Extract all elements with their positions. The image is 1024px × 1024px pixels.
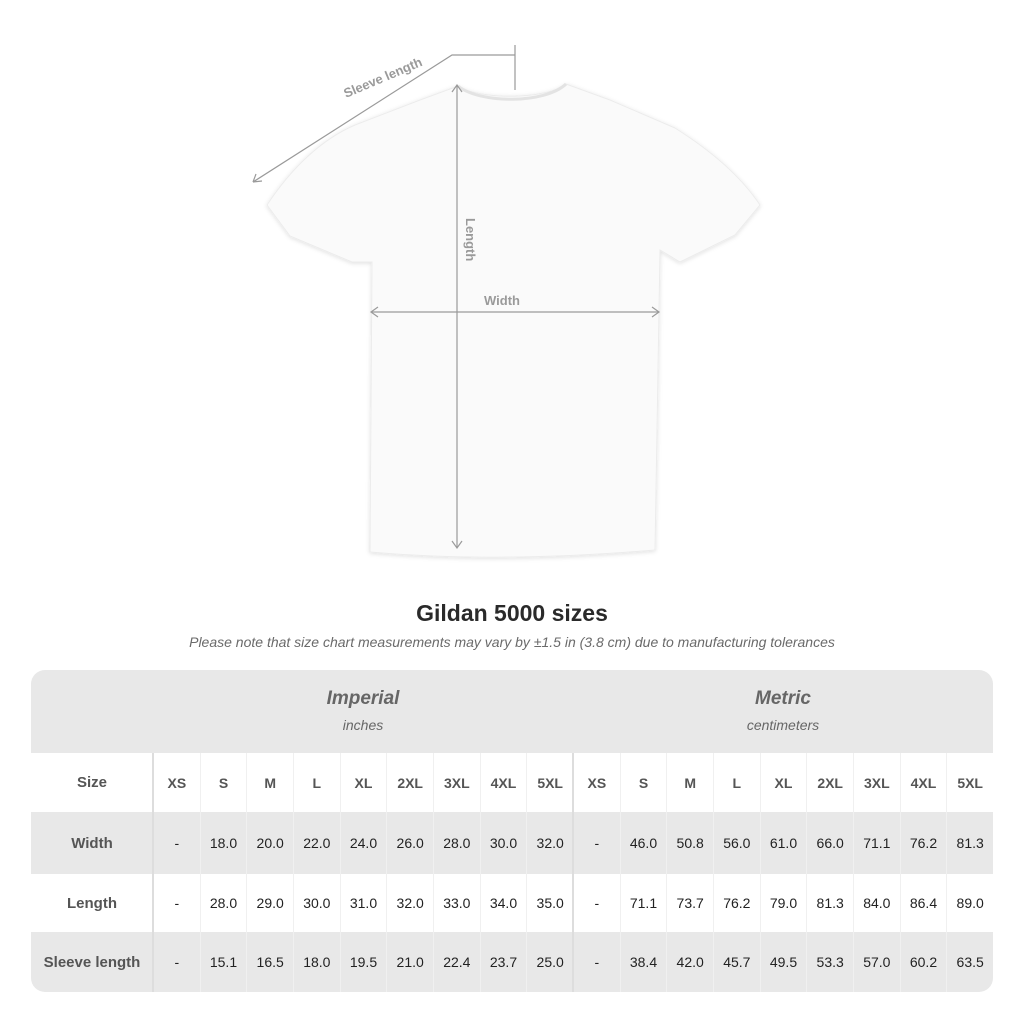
imperial-unit: inches [342,717,384,733]
metric-title: Metric [755,688,811,709]
imperial-value: 20.0 [246,812,293,874]
imperial-value: - [153,932,200,992]
metric-value: 76.2 [713,874,760,932]
metric-value: 86.4 [899,874,947,932]
row-label: Size [76,774,107,791]
imperial-title: Imperial [326,688,400,709]
metric-value: 56.0 [713,812,760,874]
imperial-value: 18.0 [293,932,340,992]
imperial-value: - [153,812,200,874]
size-header-row: Size XS S M L XL 2XL 3XL 4XL 5XL XS S M L XL 2XL 3XL 4XL 5… [31,753,993,812]
metric-value: 81.3 [946,812,993,874]
size-header: L [713,753,760,812]
table-row: Width -18.0 20.0 22.0 24.0 26.0 28.0 30.0 32.0-4… [31,812,993,874]
metric-value: 71.1 [619,874,667,932]
row-label: Sleeve length [43,953,141,971]
metric-value: 46.0 [619,812,667,874]
tshirt-diagram: Sleeve length Length Width [252,45,761,558]
metric-header: Metric centimeters [573,688,993,733]
metric-value: - [573,812,620,874]
size-header: 5XL [946,753,993,812]
sleeve-length-line [252,54,515,183]
width-label: Width [484,293,520,308]
metric-value: 66.0 [806,812,853,874]
metric-value: 42.0 [666,932,713,992]
imperial-value: 25.0 [526,932,573,992]
size-header: 5XL [526,753,573,812]
imperial-value: 34.0 [479,874,527,932]
size-header: 3XL [853,753,900,812]
size-header: 4XL [899,753,947,812]
metric-value: - [573,874,620,932]
metric-value: 79.0 [759,874,807,932]
metric-value: 61.0 [759,812,807,874]
imperial-value: 23.7 [479,932,527,992]
metric-value: 45.7 [713,932,760,992]
metric-value: 49.5 [759,932,807,992]
size-header: 4XL [479,753,527,812]
size-header: M [666,753,713,812]
size-header: XL [339,753,387,812]
size-header: 2XL [386,753,433,812]
imperial-value: 31.0 [339,874,387,932]
metric-value: 57.0 [853,932,900,992]
imperial-value: 35.0 [526,874,573,932]
metric-value: 63.5 [946,932,993,992]
imperial-value: 22.0 [293,812,340,874]
metric-value: 53.3 [806,932,853,992]
metric-value: 81.3 [806,874,853,932]
imperial-value: 22.4 [433,932,480,992]
size-header: 3XL [433,753,480,812]
imperial-value: 30.0 [479,812,527,874]
imperial-value: 26.0 [386,812,433,874]
metric-value: 50.8 [666,812,713,874]
imperial-value: 16.5 [246,932,293,992]
size-header: M [246,753,293,812]
imperial-value: 19.5 [339,932,387,992]
imperial-value: 24.0 [339,812,387,874]
imperial-value: - [153,874,200,932]
imperial-value: 28.0 [433,812,480,874]
metric-value: 84.0 [853,874,900,932]
imperial-value: 28.0 [199,874,247,932]
row-label: Width [71,834,113,852]
metric-value: 73.7 [666,874,713,932]
imperial-value: 18.0 [199,812,247,874]
row-label: Length [67,894,117,912]
size-table: Imperial inches Metric centimeters Size X… [31,670,993,992]
metric-value: 89.0 [946,874,993,932]
size-header: XS [573,753,620,812]
metric-value: 60.2 [899,932,947,992]
metric-value: 76.2 [899,812,947,874]
sleeve-length-label: Sleeve length [341,54,424,101]
size-header: XL [759,753,807,812]
metric-value: 38.4 [619,932,667,992]
imperial-value: 15.1 [199,932,247,992]
imperial-header: Imperial inches [153,688,573,733]
size-header: XS [153,753,200,812]
length-label: Length [463,218,478,261]
size-header: S [619,753,667,812]
imperial-value: 33.0 [433,874,480,932]
imperial-value: 32.0 [526,812,573,874]
column-divider [152,753,154,992]
unit-header: Imperial inches Metric centimeters [31,670,993,753]
imperial-value: 29.0 [246,874,293,932]
metric-value: 71.1 [853,812,900,874]
size-header: S [199,753,247,812]
imperial-value: 32.0 [386,874,433,932]
imperial-value: 21.0 [386,932,433,992]
tolerance-note: Please note that size chart measurements… [189,634,835,650]
imperial-value: 30.0 [293,874,340,932]
table-row: Sleeve length -15.1 16.5 18.0 19.5 21.0 22.4 23… [31,932,993,992]
page-title: Gildan 5000 sizes [416,600,608,626]
metric-value: - [573,932,620,992]
tshirt-shape [266,83,761,558]
size-header: 2XL [806,753,853,812]
size-header: L [293,753,340,812]
table-row: Length -28.0 29.0 30.0 31.0 32.0 33.0 34.0 35.0-… [31,874,993,932]
metric-unit: centimeters [746,717,820,733]
column-divider [572,753,574,992]
